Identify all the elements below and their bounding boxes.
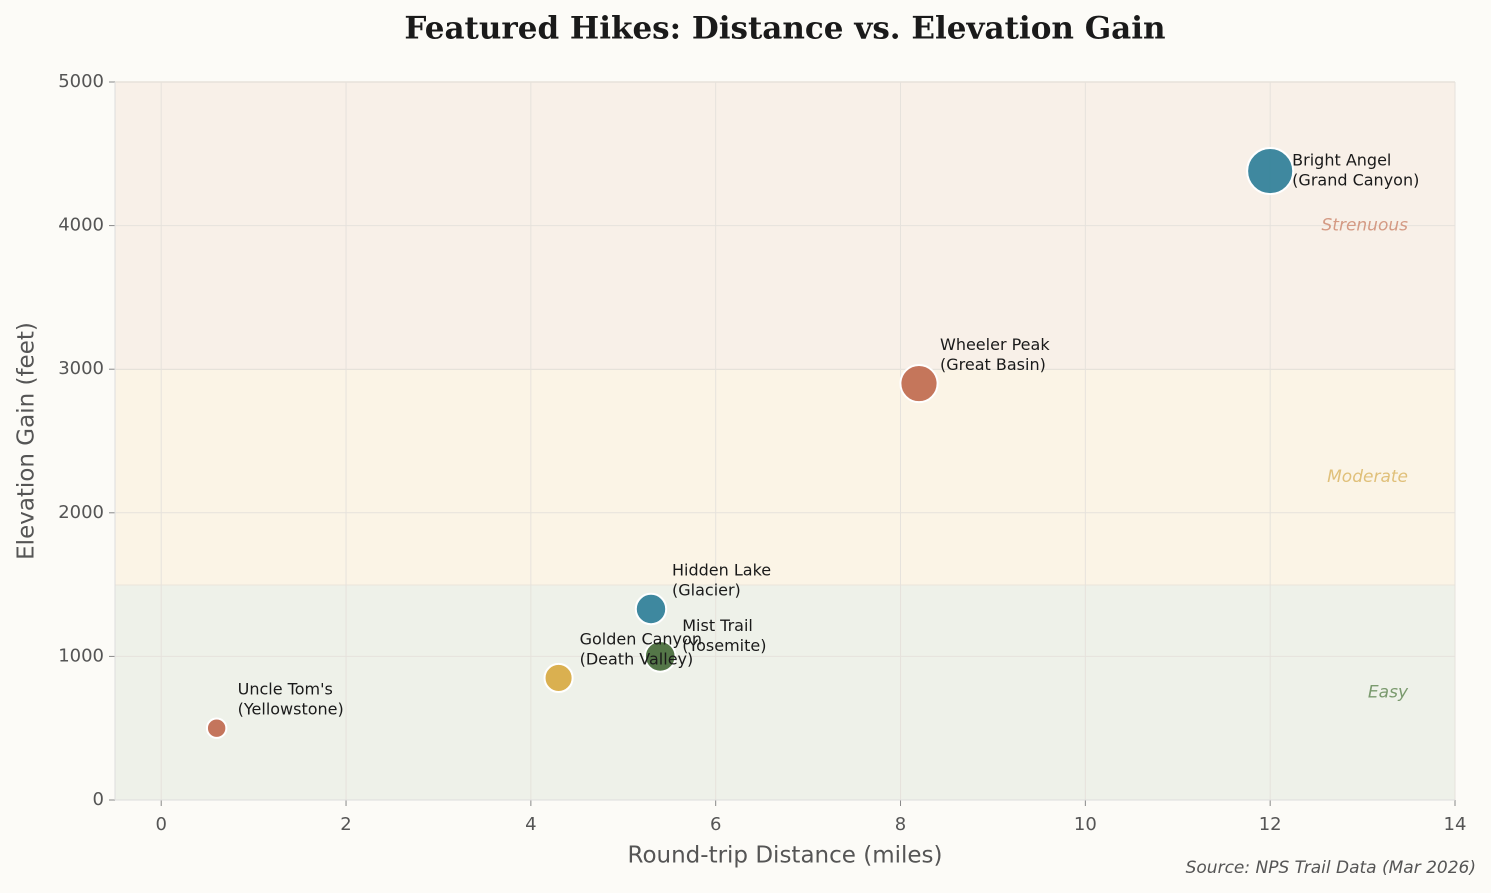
point-label: (Yosemite) bbox=[682, 636, 766, 655]
x-axis-label: Round-trip Distance (miles) bbox=[628, 843, 943, 869]
point-label: Golden Canyon bbox=[580, 629, 702, 648]
data-point bbox=[643, 640, 677, 673]
point-label: (Grand Canyon) bbox=[1292, 171, 1419, 190]
x-tick-label: 10 bbox=[1074, 814, 1097, 835]
y-tick-label: 0 bbox=[93, 789, 104, 810]
zone-label: Strenuous bbox=[1322, 216, 1409, 236]
data-point bbox=[205, 717, 228, 739]
y-tick-label: 4000 bbox=[58, 215, 104, 236]
zone-band bbox=[115, 369, 1455, 585]
source-note: Source: NPS Trail Data (Mar 2026) bbox=[1186, 858, 1476, 878]
chart-title: Featured Hikes: Distance vs. Elevation G… bbox=[404, 11, 1165, 47]
point-label: (Glacier) bbox=[672, 581, 741, 600]
y-tick-label: 5000 bbox=[58, 71, 104, 92]
point-label: (Yellowstone) bbox=[238, 700, 344, 719]
x-tick-label: 0 bbox=[155, 814, 166, 835]
y-tick-label: 3000 bbox=[58, 358, 104, 379]
zone-label: Easy bbox=[1368, 682, 1409, 702]
point-label: (Great Basin) bbox=[940, 355, 1046, 374]
point-label: Hidden Lake bbox=[672, 561, 771, 580]
y-tick-label: 2000 bbox=[58, 502, 104, 523]
point-label: Mist Trail bbox=[682, 616, 753, 635]
x-tick-label: 8 bbox=[895, 814, 906, 835]
point-label: (Death Valley) bbox=[580, 649, 694, 668]
zone-band bbox=[115, 584, 1455, 800]
y-tick-label: 1000 bbox=[58, 645, 104, 666]
data-point bbox=[634, 592, 668, 626]
zone-label: Moderate bbox=[1327, 467, 1408, 487]
point-label: Wheeler Peak bbox=[940, 335, 1050, 354]
data-point bbox=[899, 363, 939, 404]
x-tick-label: 4 bbox=[525, 814, 536, 835]
y-axis-label: Elevation Gain (feet) bbox=[14, 322, 40, 560]
x-tick-label: 12 bbox=[1259, 814, 1282, 835]
x-tick-label: 14 bbox=[1444, 814, 1467, 835]
data-point bbox=[1246, 146, 1295, 196]
x-tick-label: 6 bbox=[710, 814, 721, 835]
point-label: Bright Angel bbox=[1292, 151, 1391, 170]
point-label: Uncle Tom's bbox=[238, 680, 333, 699]
data-point bbox=[543, 662, 574, 693]
x-tick-label: 2 bbox=[340, 814, 351, 835]
